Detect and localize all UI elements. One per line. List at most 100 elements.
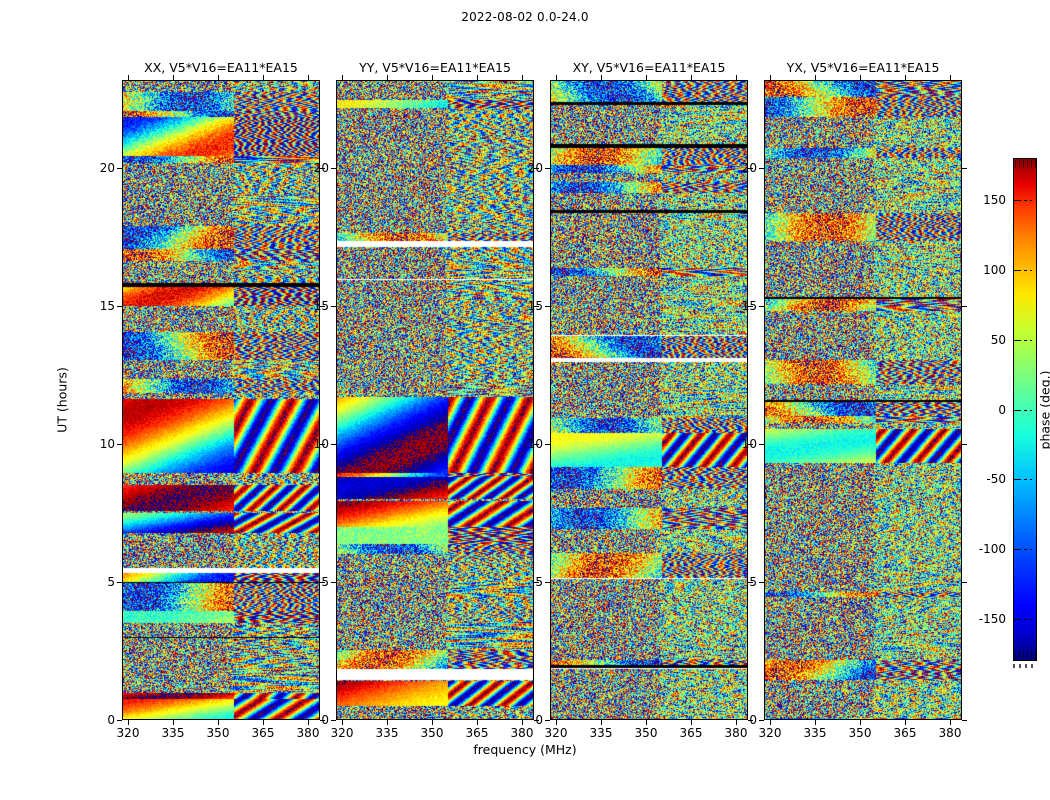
x-tick-mark: [905, 720, 906, 725]
panel-yx[interactable]: YX, V5*V16=EA11*EA15 0 5 10 15 20 320 335 350 36…: [742, 60, 967, 740]
y-tick-mark: [545, 720, 550, 721]
y-tick-label: 15: [527, 299, 543, 314]
x-tick-mark-top: [770, 75, 771, 80]
x-tick-label: 350: [634, 726, 658, 740]
y-tick-mark-right: [748, 306, 753, 308]
axes-yx[interactable]: [764, 80, 962, 720]
colorbar-tick-mark: [1013, 269, 1018, 271]
colorbar-tick-mark: [1013, 409, 1018, 411]
y-tick-label: 0: [321, 713, 329, 727]
y-tick-mark: [759, 444, 764, 446]
y-tick-label: 0: [535, 713, 543, 727]
x-tick-mark-top: [646, 75, 647, 80]
x-tick-mark-top: [601, 75, 602, 80]
x-tick-label: 365: [893, 726, 917, 740]
y-tick-mark: [545, 168, 550, 170]
colorbar-tick-mark: [1013, 479, 1018, 481]
x-tick-mark-top: [691, 75, 692, 80]
colorbar-tick-label: 100: [983, 262, 1006, 277]
colorbar-tick-inner: [1018, 619, 1032, 621]
colorbar-tick-label: -100: [978, 542, 1006, 557]
y-tick-mark: [331, 306, 336, 308]
y-tick-label: 20: [741, 161, 757, 176]
x-tick-label: 335: [375, 726, 399, 740]
x-tick-label: 335: [589, 726, 613, 740]
x-axis-label: frequency (MHz): [473, 742, 577, 757]
colorbar-tick-inner: [1018, 199, 1032, 201]
panel-yy[interactable]: YY, V5*V16=EA11*EA15 0 5 10 15 20 320 335 350 36…: [314, 60, 539, 740]
x-tick-label: 320: [330, 726, 354, 740]
colorbar-tick-label: -150: [978, 612, 1006, 627]
panel-xy[interactable]: XY, V5*V16=EA11*EA15 0 5 10 15 20 320 335 350 36…: [528, 60, 753, 740]
x-tick-mark: [432, 720, 433, 725]
x-tick-mark: [691, 720, 692, 725]
x-tick-mark: [263, 720, 264, 725]
y-tick-mark: [759, 306, 764, 308]
y-tick-mark: [117, 720, 122, 721]
x-tick-label: 380: [724, 726, 748, 740]
x-tick-mark-top: [342, 75, 343, 80]
y-tick-mark: [331, 168, 336, 170]
y-tick-label: 20: [527, 161, 543, 176]
colorbar-under-marker: [1013, 664, 1037, 668]
x-tick-label: 380: [510, 726, 534, 740]
spectrum-canvas: [123, 81, 319, 719]
y-tick-mark-right: [962, 582, 967, 584]
y-tick-mark: [331, 444, 336, 446]
axes-xy[interactable]: [550, 80, 748, 720]
y-tick-mark: [117, 168, 122, 170]
panel-title-yx: YX, V5*V16=EA11*EA15: [786, 60, 940, 75]
colorbar-tick-mark: [1013, 199, 1018, 201]
dynamic-spectrum-image-yx: [765, 81, 961, 719]
y-tick-mark-right: [320, 306, 325, 308]
x-tick-mark: [736, 720, 737, 725]
spectrum-canvas: [765, 81, 961, 719]
spectrum-canvas: [551, 81, 747, 719]
x-tick-mark-top: [950, 75, 951, 80]
y-tick-mark: [117, 444, 122, 446]
x-tick-mark: [477, 720, 478, 725]
x-tick-label: 350: [420, 726, 444, 740]
y-tick-mark-right: [748, 168, 753, 170]
x-tick-mark: [173, 720, 174, 725]
y-tick-mark-right: [534, 168, 539, 170]
y-tick-mark: [331, 720, 336, 721]
y-tick-label: 20: [313, 161, 329, 176]
x-tick-label: 365: [251, 726, 275, 740]
x-tick-label: 320: [758, 726, 782, 740]
dynamic-spectrum-image-xx: [123, 81, 319, 719]
axes-yy[interactable]: [336, 80, 534, 720]
y-tick-label: 0: [749, 713, 757, 727]
y-tick-label: 20: [99, 161, 115, 176]
y-tick-mark: [545, 444, 550, 446]
dynamic-spectrum-image-xy: [551, 81, 747, 719]
x-tick-mark: [218, 720, 219, 725]
x-tick-mark-top: [308, 75, 309, 80]
y-tick-mark-right: [748, 582, 753, 584]
x-tick-mark: [770, 720, 771, 725]
y-tick-mark-right: [962, 444, 967, 446]
y-tick-mark-right: [962, 306, 967, 308]
y-tick-label: 5: [535, 575, 543, 590]
y-tick-mark: [331, 582, 336, 584]
colorbar-tick-inner: [1018, 549, 1032, 551]
x-tick-mark-top: [218, 75, 219, 80]
x-tick-label: 380: [938, 726, 962, 740]
y-tick-label: 15: [313, 299, 329, 314]
x-tick-mark-top: [736, 75, 737, 80]
axes-xx[interactable]: [122, 80, 320, 720]
colorbar-tick-inner: [1018, 269, 1032, 271]
x-tick-mark: [815, 720, 816, 725]
colorbar-label: phase (deg.): [1037, 370, 1050, 450]
panel-xx[interactable]: XX, V5*V16=EA11*EA15 0 5 10 15 20 320 335 350 36…: [100, 60, 325, 740]
x-tick-mark-top: [556, 75, 557, 80]
x-tick-mark-top: [522, 75, 523, 80]
colorbar[interactable]: 150 100 50 0 -50 -100 -150: [979, 158, 1037, 661]
x-tick-mark-top: [432, 75, 433, 80]
x-tick-mark-top: [477, 75, 478, 80]
colorbar-tick-inner: [1018, 479, 1032, 481]
colorbar-tick-label: 0: [998, 402, 1006, 417]
y-tick-mark-right: [962, 720, 967, 721]
spectrum-canvas: [337, 81, 533, 719]
x-tick-label: 335: [161, 726, 185, 740]
